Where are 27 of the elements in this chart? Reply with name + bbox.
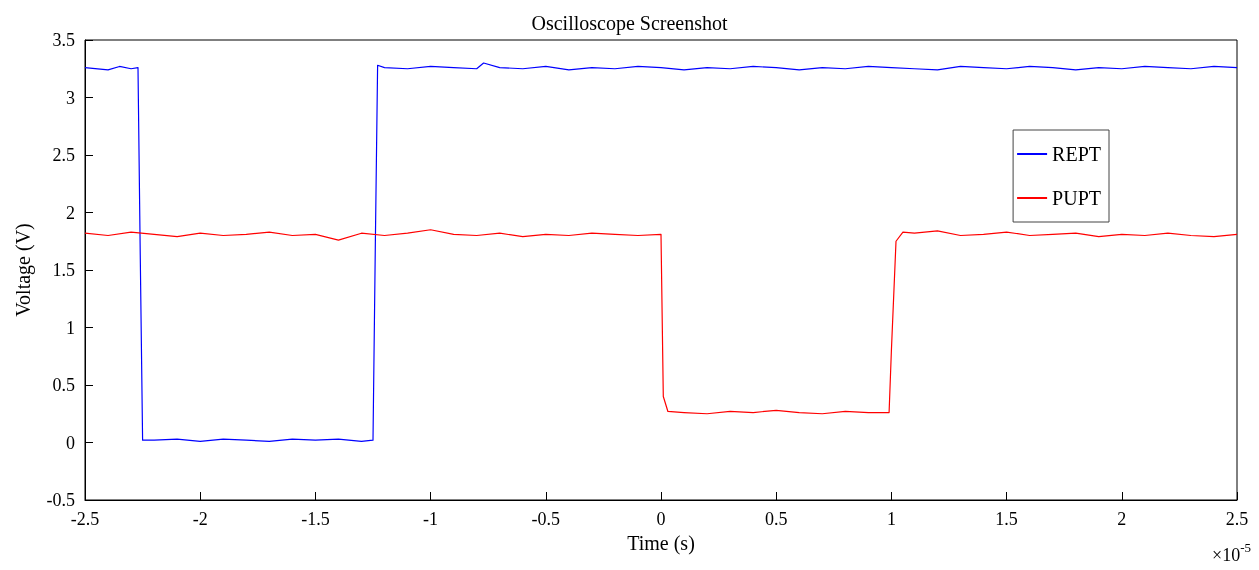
y-tick-label: 2: [66, 202, 75, 223]
line-series: [84, 229, 1238, 415]
legend-label: PUPT: [1052, 187, 1101, 209]
legend-label: REPT: [1052, 143, 1101, 165]
x-tick-label: 1: [886, 509, 896, 529]
x-tick-label: -2: [192, 509, 208, 529]
x-tick-label: 0: [656, 509, 666, 529]
x-tick-label: -1: [423, 509, 439, 529]
x-tick-label: 2: [1117, 509, 1127, 529]
y-axis-title: Voltage (V): [12, 223, 35, 317]
y-tick-label: 3: [66, 87, 75, 108]
x-tick-label: 0.5: [764, 509, 788, 529]
x-tick-label: -1.5: [301, 509, 330, 529]
y-tick-label: 1: [66, 317, 75, 338]
x-tick-label: -2.5: [70, 509, 100, 529]
y-tick-label: 3.5: [52, 30, 75, 50]
x-tick-label: 2.5: [1225, 509, 1249, 529]
y-tick-label: 1.5: [52, 260, 75, 280]
chart-title: Oscilloscope Screenshot: [531, 12, 728, 35]
y-tick-label: 0.5: [52, 375, 75, 395]
x-tick-label: 1.5: [995, 509, 1018, 529]
x-axis-title: Time (s): [627, 531, 695, 555]
line-series: [84, 62, 1238, 442]
y-tick-label: -0.5: [46, 490, 75, 510]
y-tick-label: 0: [66, 432, 75, 453]
y-tick-label: 2.5: [52, 145, 75, 165]
x-tick-label: -0.5: [531, 509, 561, 529]
